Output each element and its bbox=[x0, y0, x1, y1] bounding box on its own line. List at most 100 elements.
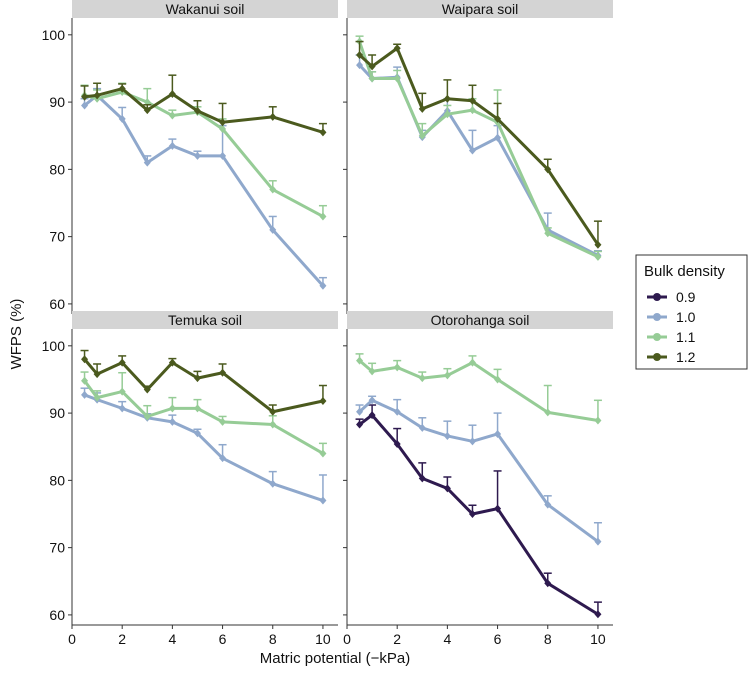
series-1-0 bbox=[80, 387, 327, 505]
series-1-2 bbox=[355, 40, 602, 249]
data-point bbox=[143, 158, 151, 167]
x-tick-label: 4 bbox=[168, 631, 176, 647]
panel-2: Waipara soil bbox=[343, 0, 613, 314]
data-point bbox=[356, 420, 364, 429]
data-point bbox=[468, 510, 476, 518]
data-point bbox=[118, 114, 126, 123]
data-point bbox=[594, 416, 602, 425]
y-tick-label: 100 bbox=[42, 338, 66, 354]
data-point bbox=[143, 412, 151, 421]
data-point bbox=[269, 225, 277, 234]
data-point bbox=[319, 128, 327, 137]
legend-title: Bulk density bbox=[644, 263, 725, 280]
data-point bbox=[193, 106, 201, 115]
data-point bbox=[544, 165, 552, 174]
data-point bbox=[468, 358, 476, 367]
data-point bbox=[219, 125, 227, 133]
y-axis-label: WFPS (%) bbox=[8, 299, 25, 370]
data-point bbox=[168, 111, 176, 120]
series-1-0 bbox=[80, 87, 327, 290]
data-point bbox=[468, 96, 476, 105]
series-1-1 bbox=[80, 371, 327, 458]
data-point bbox=[319, 449, 327, 458]
y-tick-label: 80 bbox=[49, 161, 65, 177]
data-point bbox=[443, 94, 451, 103]
legend-box bbox=[635, 254, 748, 370]
x-tick-label: 10 bbox=[590, 631, 606, 647]
panel-title: Wakanui soil bbox=[166, 1, 245, 17]
series-1-0 bbox=[355, 54, 602, 260]
series-line bbox=[358, 398, 599, 543]
series-line bbox=[358, 41, 599, 259]
x-tick-label: 2 bbox=[393, 631, 401, 647]
data-point bbox=[269, 185, 277, 194]
series-1-1 bbox=[80, 82, 327, 221]
data-point bbox=[418, 104, 426, 113]
data-point bbox=[393, 363, 401, 372]
y-tick-label: 60 bbox=[49, 607, 65, 623]
x-tick-label: 2 bbox=[118, 631, 126, 647]
legend-item-1-2: 1.2 bbox=[647, 349, 696, 365]
data-point bbox=[118, 84, 126, 93]
series-1-2 bbox=[80, 74, 327, 137]
legend-swatch-marker bbox=[653, 333, 661, 341]
data-point bbox=[93, 370, 101, 379]
y-tick-label: 100 bbox=[42, 27, 66, 43]
panel-title: Otorohanga soil bbox=[431, 312, 530, 328]
legend-item-0-9: 0.9 bbox=[647, 289, 696, 305]
legend-item-1-0: 1.0 bbox=[647, 309, 696, 325]
data-point bbox=[319, 212, 327, 221]
panel-title: Temuka soil bbox=[168, 312, 242, 328]
data-point bbox=[368, 62, 376, 71]
data-point bbox=[193, 429, 201, 438]
data-point bbox=[443, 110, 451, 119]
data-point bbox=[356, 407, 364, 416]
data-point bbox=[468, 146, 476, 155]
data-point bbox=[544, 229, 552, 238]
legend-item-1-1: 1.1 bbox=[647, 329, 696, 345]
data-point bbox=[143, 106, 151, 115]
data-point bbox=[368, 396, 376, 405]
data-point bbox=[418, 423, 426, 432]
data-point bbox=[544, 579, 552, 588]
data-point bbox=[494, 114, 502, 123]
legend-label: 1.1 bbox=[676, 329, 696, 345]
series-1-0 bbox=[355, 395, 602, 546]
series-1-2 bbox=[80, 349, 327, 416]
legend-label: 0.9 bbox=[676, 289, 696, 305]
data-point bbox=[494, 375, 502, 384]
data-point bbox=[356, 61, 364, 70]
data-point bbox=[81, 376, 89, 385]
data-point bbox=[81, 92, 89, 101]
series-line bbox=[83, 93, 325, 287]
panel-strip bbox=[72, 0, 338, 18]
data-point bbox=[594, 252, 602, 261]
series-line bbox=[358, 64, 599, 257]
data-point bbox=[544, 500, 552, 509]
x-tick-label: 0 bbox=[68, 631, 76, 647]
legend-label: 1.2 bbox=[676, 349, 696, 365]
data-point bbox=[594, 610, 602, 619]
data-point bbox=[319, 396, 327, 405]
data-point bbox=[219, 118, 227, 127]
panel-strip bbox=[72, 311, 338, 329]
data-point bbox=[193, 374, 201, 383]
data-point bbox=[219, 151, 227, 160]
data-point bbox=[356, 356, 364, 365]
legend-swatch-marker bbox=[653, 353, 661, 361]
data-point bbox=[118, 387, 126, 396]
data-point bbox=[468, 437, 476, 446]
legend: Bulk density 0.9 1.0 1.1 1.2 bbox=[635, 254, 748, 370]
y-tick-label: 90 bbox=[49, 405, 65, 421]
data-point bbox=[269, 407, 277, 416]
data-point bbox=[168, 404, 176, 413]
data-point bbox=[118, 358, 126, 367]
y-tick-label: 80 bbox=[49, 472, 65, 488]
data-point bbox=[494, 133, 502, 142]
panel-strip bbox=[347, 0, 613, 18]
data-point bbox=[219, 454, 227, 463]
data-point bbox=[319, 281, 327, 290]
series-0-9 bbox=[355, 404, 602, 619]
panel-1: Wakanui soil 60 70 80 90 100 bbox=[42, 0, 338, 314]
